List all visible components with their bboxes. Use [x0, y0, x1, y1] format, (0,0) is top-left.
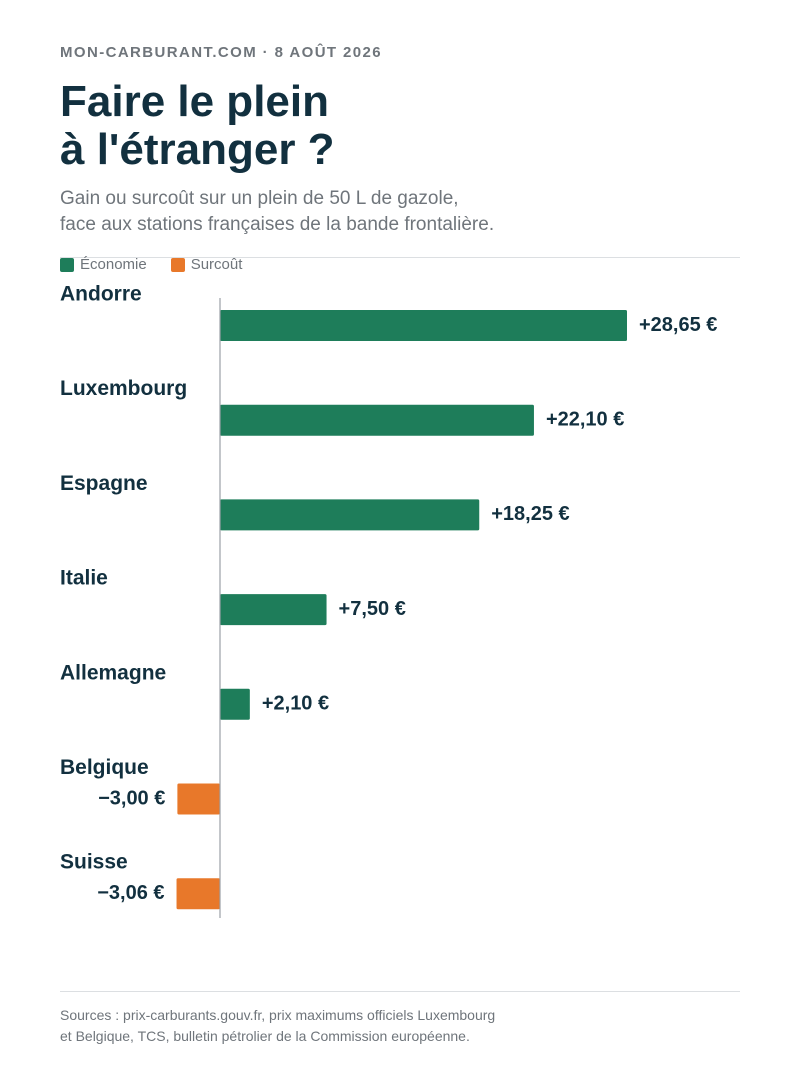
legend-label-economie: Économie: [80, 256, 147, 273]
value-label-espagne: +18,25 €: [491, 503, 569, 525]
category-label-allemagne: Allemagne: [60, 661, 166, 684]
bottom-divider: [60, 991, 740, 992]
value-label-allemagne: +2,10 €: [262, 693, 329, 715]
sources-line-2: et Belgique, TCS, bulletin pétrolier de …: [60, 1028, 470, 1044]
bar-chart: Andorre +28,65 € Luxembourg +22,10 € Espagne…: [60, 283, 717, 918]
bar-suisse: [176, 878, 220, 910]
category-label-suisse: Suisse: [60, 851, 128, 874]
subtitle-line-1: Gain ou surcoût sur un plein de 50 L de …: [60, 188, 459, 209]
legend-swatch-economie: [60, 257, 74, 272]
value-label-italie: +7,50 €: [339, 598, 406, 620]
legend-item-economie: Économie: [60, 256, 147, 273]
subtitle-line-2: face aux stations françaises de la bande…: [60, 214, 495, 235]
category-label-espagne: Espagne: [60, 472, 148, 495]
subtitle: Gain ou surcoût sur un plein de 50 L de …: [60, 186, 494, 238]
legend-item-surcout: Surcoût: [170, 256, 243, 273]
kicker: MON-CARBURANT.COM · 8 AOÛT 2026: [60, 44, 383, 61]
category-label-andorre: Andorre: [60, 283, 142, 306]
bar-italie: [220, 594, 327, 626]
legend-label-surcout: Surcoût: [190, 256, 243, 273]
value-label-suisse: −3,06 €: [97, 882, 164, 904]
value-label-andorre: +28,65 €: [639, 314, 717, 336]
bar-luxembourg: [220, 404, 534, 436]
bar-andorre: [220, 310, 627, 341]
title-line-2: à l'étranger ?: [60, 125, 335, 174]
bar-allemagne: [220, 688, 250, 720]
category-label-belgique: Belgique: [60, 756, 149, 779]
bar-belgique: [177, 783, 220, 815]
title-line-1: Faire le plein: [60, 77, 329, 126]
legend: Économie Surcoût: [60, 256, 242, 273]
category-label-luxembourg: Luxembourg: [60, 377, 187, 400]
legend-swatch-surcout: [170, 257, 185, 272]
top-divider: [60, 257, 740, 258]
sources: Sources : prix-carburants.gouv.fr, prix …: [60, 1005, 495, 1047]
sources-line-1: Sources : prix-carburants.gouv.fr, prix …: [60, 1007, 496, 1023]
value-label-belgique: −3,00 €: [98, 787, 165, 809]
page-title: Faire le plein à l'étranger ?: [60, 78, 335, 174]
bar-espagne: [220, 499, 480, 531]
category-label-italie: Italie: [60, 567, 108, 590]
value-label-luxembourg: +22,10 €: [546, 408, 624, 430]
